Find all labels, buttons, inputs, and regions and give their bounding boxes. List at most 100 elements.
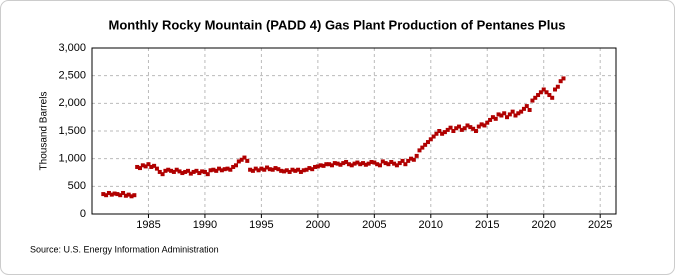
- point: [411, 157, 416, 162]
- point: [152, 163, 157, 168]
- point: [462, 126, 467, 131]
- point: [197, 171, 202, 176]
- point: [307, 166, 312, 171]
- x-tick-label: 1985: [136, 219, 160, 231]
- point: [171, 169, 176, 174]
- point: [527, 107, 532, 112]
- point: [341, 161, 346, 166]
- point: [513, 113, 518, 118]
- point: [386, 162, 391, 167]
- point: [273, 166, 278, 171]
- point: [281, 169, 286, 174]
- point: [200, 169, 205, 174]
- point: [397, 161, 402, 166]
- point: [499, 113, 504, 118]
- point: [377, 163, 382, 168]
- point: [521, 106, 526, 111]
- point: [177, 169, 182, 174]
- point: [253, 166, 258, 171]
- point: [304, 167, 309, 172]
- point: [414, 153, 419, 158]
- x-tick-label: 2005: [362, 219, 386, 231]
- point: [183, 169, 188, 174]
- point: [112, 191, 117, 196]
- point: [490, 115, 495, 120]
- point: [123, 193, 128, 198]
- point: [270, 167, 275, 172]
- point: [544, 90, 549, 95]
- point: [375, 162, 380, 167]
- point: [451, 129, 456, 133]
- point: [228, 167, 233, 172]
- point: [329, 163, 334, 168]
- point: [129, 194, 134, 199]
- point: [389, 159, 394, 164]
- plot-border: [91, 47, 617, 215]
- point: [222, 167, 227, 172]
- point: [558, 79, 563, 84]
- point: [106, 190, 111, 195]
- point: [109, 192, 114, 197]
- point: [293, 168, 298, 173]
- point: [143, 164, 148, 169]
- point: [321, 163, 326, 168]
- point: [338, 162, 343, 167]
- point: [454, 126, 459, 131]
- point: [457, 124, 462, 129]
- y-axis-label: Thousand Barrels: [39, 92, 50, 171]
- point: [400, 158, 405, 163]
- point: [502, 111, 507, 116]
- point: [205, 172, 210, 177]
- point: [146, 162, 151, 167]
- point: [332, 161, 337, 166]
- y-tick-label: 3,000: [58, 42, 86, 54]
- point: [420, 145, 425, 150]
- point: [553, 87, 558, 92]
- point: [561, 76, 566, 81]
- point: [355, 160, 360, 165]
- point: [194, 168, 199, 173]
- point: [465, 123, 470, 128]
- point: [140, 163, 145, 168]
- point: [547, 93, 552, 98]
- point: [510, 109, 515, 114]
- point: [313, 164, 318, 169]
- x-tick-label: 2020: [531, 219, 555, 231]
- point: [211, 167, 216, 172]
- point: [380, 159, 385, 164]
- point: [488, 117, 493, 122]
- point: [287, 169, 292, 174]
- point: [191, 169, 196, 174]
- point: [250, 168, 255, 173]
- x-tick-label: 1995: [249, 219, 273, 231]
- point: [180, 171, 185, 176]
- point: [160, 172, 165, 177]
- point: [101, 192, 106, 197]
- point: [445, 127, 450, 132]
- point: [104, 193, 109, 198]
- point: [290, 167, 295, 172]
- point: [157, 169, 162, 174]
- point: [284, 168, 289, 173]
- point: [383, 161, 388, 166]
- point: [169, 168, 174, 173]
- point: [493, 116, 498, 121]
- point: [468, 125, 473, 130]
- point: [476, 124, 481, 129]
- point: [256, 168, 261, 173]
- point: [214, 168, 219, 173]
- point: [315, 164, 320, 169]
- point: [327, 162, 332, 167]
- point: [217, 166, 222, 171]
- point: [394, 163, 399, 168]
- point: [440, 131, 445, 136]
- point: [366, 161, 371, 166]
- point: [279, 168, 284, 173]
- y-tick-label: 1,500: [58, 125, 86, 137]
- point: [505, 115, 510, 120]
- point: [434, 131, 439, 136]
- x-tick-label: 2000: [306, 219, 330, 231]
- point: [530, 98, 535, 103]
- chart-title: Monthly Rocky Mountain (PADD 4) Gas Plan…: [109, 17, 566, 32]
